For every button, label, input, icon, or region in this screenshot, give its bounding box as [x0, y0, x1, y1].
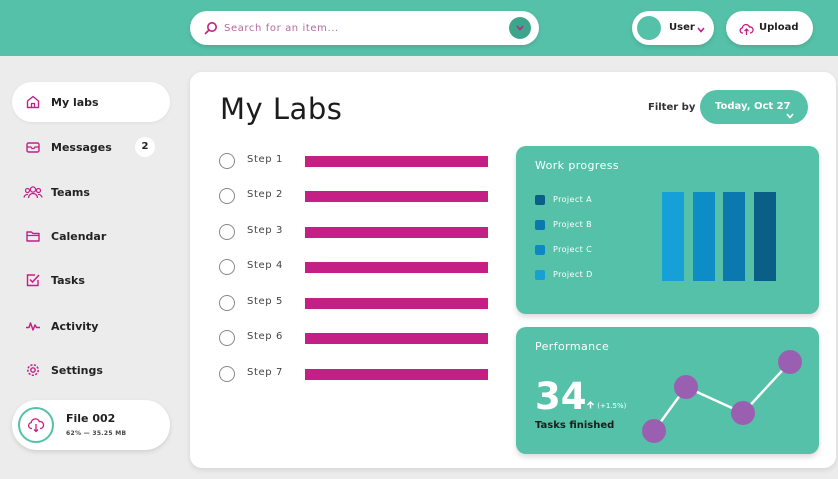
step-row[interactable]: Step 5 — [219, 294, 489, 312]
date-filter-label: Today, Oct 27 — [715, 101, 791, 112]
legend-swatch — [535, 270, 545, 280]
legend-label: Project B — [553, 220, 593, 229]
sidebar-item-label: My labs — [51, 96, 99, 109]
filter-label: Filter by — [648, 102, 696, 113]
step-progress-bar — [305, 227, 488, 238]
upload-button[interactable]: Upload — [726, 11, 813, 45]
step-row[interactable]: Step 3 — [219, 223, 489, 241]
sidebar-item-tasks[interactable]: Tasks — [12, 260, 170, 300]
search-dropdown-button[interactable] — [509, 17, 531, 39]
step-row[interactable]: Step 7 — [219, 365, 489, 383]
step-label: Step 4 — [247, 260, 283, 271]
step-progress-bar — [305, 298, 488, 309]
legend-swatch — [535, 245, 545, 255]
step-progress-bar — [305, 262, 488, 273]
step-progress-bar — [305, 156, 488, 167]
date-filter-button[interactable]: Today, Oct 27 — [700, 90, 808, 124]
file-meta: 62% — 35.25 MB — [66, 430, 127, 437]
sidebar-item-my-labs[interactable]: My labs — [12, 82, 170, 122]
step-row[interactable]: Step 4 — [219, 258, 489, 276]
progress-bar-d — [662, 192, 684, 281]
message-count-badge: 2 — [135, 137, 155, 157]
sparkline-point — [642, 419, 666, 443]
legend-swatch — [535, 220, 545, 230]
sidebar-item-messages[interactable]: Messages 2 — [12, 127, 170, 167]
step-radio[interactable] — [219, 366, 235, 382]
step-label: Step 7 — [247, 367, 283, 378]
card-title: Work progress — [535, 159, 620, 172]
cloud-upload-icon — [739, 21, 754, 40]
checkbox-icon — [25, 272, 41, 288]
chevron-down-icon — [785, 102, 795, 136]
sidebar-item-settings[interactable]: Settings — [12, 350, 170, 390]
sparkline-point — [731, 401, 755, 425]
avatar — [637, 16, 661, 40]
legend-swatch — [535, 195, 545, 205]
file-name: File 002 — [66, 412, 116, 425]
sidebar-item-label: Settings — [51, 364, 103, 377]
user-menu-button[interactable]: User — [632, 11, 714, 45]
page-title: My Labs — [220, 92, 343, 126]
step-row[interactable]: Step 1 — [219, 152, 489, 170]
legend-label: Project C — [553, 245, 593, 254]
step-progress-bar — [305, 191, 488, 202]
team-icon — [23, 184, 43, 200]
progress-bar-a — [754, 192, 776, 281]
user-label: User — [669, 22, 695, 33]
arrow-up-icon — [587, 401, 594, 409]
step-progress-bar — [305, 333, 488, 344]
cloud-download-icon — [18, 407, 54, 443]
sidebar-item-label: Messages — [51, 141, 112, 154]
step-progress-bar — [305, 369, 488, 380]
search-icon — [204, 20, 218, 39]
work-progress-card: Work progress Project A Project B Projec… — [516, 146, 819, 314]
step-label: Step 1 — [247, 154, 283, 165]
mail-icon — [25, 139, 41, 155]
step-radio[interactable] — [219, 153, 235, 169]
step-label: Step 5 — [247, 296, 283, 307]
performance-card: Performance 34 (+1.5%) Tasks finished — [516, 327, 819, 454]
activity-icon — [25, 318, 41, 334]
step-radio[interactable] — [219, 188, 235, 204]
sidebar-item-label: Teams — [51, 186, 90, 199]
sparkline-point — [778, 350, 802, 374]
performance-delta: (+1.5%) — [586, 401, 626, 410]
legend-label: Project A — [553, 195, 592, 204]
step-row[interactable]: Step 6 — [219, 329, 489, 347]
sparkline-point — [674, 375, 698, 399]
step-radio[interactable] — [219, 295, 235, 311]
folder-icon — [25, 228, 41, 244]
chevron-down-icon — [516, 25, 524, 31]
step-radio[interactable] — [219, 224, 235, 240]
sidebar-item-teams[interactable]: Teams — [12, 172, 170, 212]
home-icon — [25, 94, 41, 110]
main-panel: My Labs Filter by Today, Oct 27 Step 1 S… — [190, 72, 836, 468]
progress-bar-b — [723, 192, 745, 281]
search-bar[interactable] — [190, 11, 539, 45]
sidebar-item-calendar[interactable]: Calendar — [12, 216, 170, 256]
sidebar-item-label: Activity — [51, 320, 99, 333]
step-radio[interactable] — [219, 330, 235, 346]
chevron-down-icon — [696, 21, 706, 40]
step-radio[interactable] — [219, 259, 235, 275]
file-download-card[interactable]: File 002 62% — 35.25 MB — [12, 400, 170, 450]
sidebar-item-label: Tasks — [51, 274, 85, 287]
step-label: Step 2 — [247, 189, 283, 200]
tasks-finished-count: 34 — [535, 375, 587, 418]
delta-value: (+1.5%) — [597, 402, 627, 410]
legend-label: Project D — [553, 270, 593, 279]
step-row[interactable]: Step 2 — [219, 187, 489, 205]
sidebar-item-label: Calendar — [51, 230, 107, 243]
progress-bar-c — [693, 192, 715, 281]
sidebar-item-activity[interactable]: Activity — [12, 306, 170, 346]
gear-icon — [25, 362, 41, 378]
search-input[interactable] — [224, 19, 494, 37]
upload-label: Upload — [759, 22, 799, 33]
step-label: Step 6 — [247, 331, 283, 342]
performance-sparkline — [642, 350, 802, 443]
step-label: Step 3 — [247, 225, 283, 236]
tasks-finished-label: Tasks finished — [535, 420, 615, 431]
card-title: Performance — [535, 340, 610, 353]
